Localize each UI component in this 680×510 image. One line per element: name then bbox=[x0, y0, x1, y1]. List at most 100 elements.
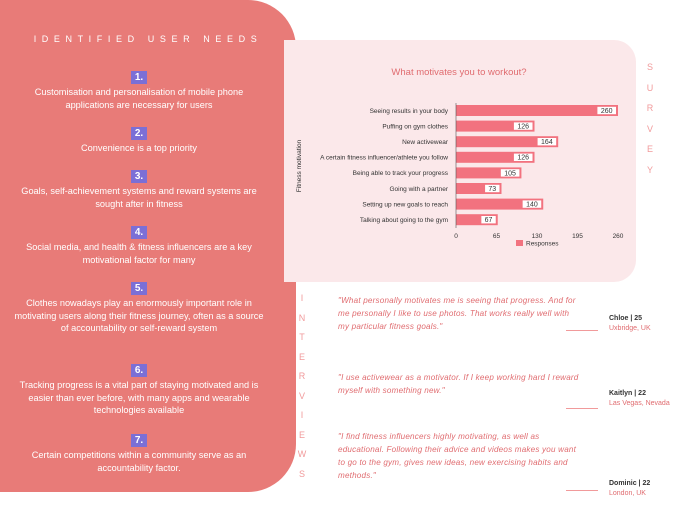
bar bbox=[456, 120, 535, 132]
bar bbox=[456, 136, 559, 148]
quote-underline bbox=[566, 330, 598, 331]
need-number: 5. bbox=[130, 282, 148, 295]
need-text: Social media, and health & fitness influ… bbox=[26, 242, 252, 265]
bar-value-bg bbox=[500, 169, 520, 177]
interview-quote-3: "I find fitness influencers highly motiv… bbox=[338, 432, 577, 480]
category-label: Puffing on gym clothes bbox=[382, 123, 448, 130]
x-tick-label: 0 bbox=[454, 233, 458, 240]
bar-value-label: 164 bbox=[541, 139, 553, 146]
category-label: Setting up new goals to reach bbox=[362, 201, 448, 208]
need-item-5: 5. Clothes nowadays play an enormously i… bbox=[14, 278, 264, 335]
user-needs-title: IDENTIFIED USER NEEDS bbox=[33, 34, 263, 44]
interviews-letter: R bbox=[298, 371, 306, 381]
category-label: Seeing results in your body bbox=[370, 108, 449, 115]
interviewee-2: Kaitlyn | 22 Las Vegas, Nevada bbox=[609, 389, 670, 408]
bar-value-label: 140 bbox=[526, 202, 538, 209]
bar-value-bg bbox=[537, 138, 557, 146]
bar bbox=[456, 214, 498, 226]
category-label: Going with a partner bbox=[389, 186, 448, 193]
survey-letter: Y bbox=[646, 164, 653, 175]
need-item-6: 6. Tracking progress is a vital part of … bbox=[14, 360, 264, 417]
bar-value-label: 105 bbox=[504, 170, 516, 177]
interviewee-name: Dominic | 22 bbox=[609, 480, 651, 487]
bar bbox=[456, 151, 535, 163]
x-tick-label: 130 bbox=[532, 233, 543, 240]
interviewee-location: Uxbridge, UK bbox=[609, 324, 651, 332]
bar-value-label: 260 bbox=[601, 108, 613, 115]
x-tick-label: 65 bbox=[493, 233, 501, 240]
survey-letter: U bbox=[646, 82, 654, 93]
bar-value-label: 126 bbox=[517, 124, 529, 131]
chart-title: What motivates you to workout? bbox=[391, 67, 526, 78]
quote-underline bbox=[566, 408, 598, 409]
x-tick-label: 195 bbox=[572, 233, 583, 240]
need-item-3: 3. Goals, self-achievement systems and r… bbox=[14, 166, 264, 210]
category-label: A certain fitness influencer/athlete you… bbox=[320, 155, 448, 162]
need-text: Goals, self-achievement systems and rewa… bbox=[21, 186, 257, 209]
bar bbox=[456, 167, 522, 179]
interviewee-name: Chloe | 25 bbox=[609, 315, 643, 322]
bar bbox=[456, 105, 618, 116]
bar-value-bg bbox=[597, 106, 616, 115]
interviews-letter: T bbox=[299, 332, 305, 342]
legend-swatch bbox=[516, 240, 523, 246]
bar bbox=[456, 198, 544, 210]
need-number: 3. bbox=[130, 170, 148, 183]
need-text: Customisation and personalisation of mob… bbox=[34, 87, 244, 110]
interviewee-1: Chloe | 25 Uxbridge, UK bbox=[609, 314, 651, 333]
interviews-letter: W bbox=[297, 449, 307, 459]
interviewee-3: Dominic | 22 London, UK bbox=[609, 479, 650, 498]
interviewee-location: London, UK bbox=[609, 489, 646, 497]
category-label: Talking about going to the gym bbox=[360, 217, 448, 224]
need-number: 4. bbox=[130, 226, 148, 239]
survey-letter: E bbox=[646, 144, 653, 154]
chart-y-axis-label: Fitness motivation bbox=[296, 139, 303, 192]
chart-bars: Seeing results in your body 260 Puffing on… bbox=[320, 105, 618, 226]
bar-value-bg bbox=[481, 216, 496, 224]
interview-quote-1: "What personally motivates me is seeing … bbox=[338, 296, 576, 331]
survey-letter: S bbox=[646, 62, 653, 72]
need-item-4: 4. Social media, and health & fitness in… bbox=[14, 222, 264, 266]
bar-value-bg bbox=[513, 153, 533, 161]
bar-value-bg bbox=[485, 184, 500, 193]
need-text: Convenience is a top priority bbox=[81, 143, 197, 153]
motivation-bar-chart: What motivates you to workout? Fitness m… bbox=[296, 67, 624, 248]
category-label: Being able to track your progress bbox=[353, 170, 449, 177]
interviewee-location: Las Vegas, Nevada bbox=[609, 399, 670, 407]
need-item-1: 1. Customisation and personalisation of … bbox=[14, 67, 264, 111]
category-label: New activewear bbox=[402, 139, 449, 146]
need-number: 6. bbox=[130, 364, 148, 377]
chart-x-ticks: 0 65 130 195 260 bbox=[454, 233, 624, 240]
quote-underline bbox=[566, 490, 598, 491]
interviews-letter: I bbox=[300, 293, 304, 303]
x-tick-label: 260 bbox=[613, 233, 624, 240]
survey-letter: R bbox=[646, 103, 654, 113]
bar bbox=[456, 183, 502, 194]
bar-value-label: 73 bbox=[488, 186, 496, 193]
need-text: Tracking progress is a vital part of sta… bbox=[19, 380, 259, 416]
bar-value-label: 67 bbox=[485, 217, 493, 224]
interviews-letter: E bbox=[298, 351, 305, 362]
need-item-7: 7. Certain competitions within a communi… bbox=[14, 430, 264, 474]
survey-letter: V bbox=[646, 123, 653, 134]
interviews-letter: I bbox=[300, 410, 304, 420]
bar-value-bg bbox=[513, 122, 533, 130]
interviews-letter: E bbox=[298, 429, 305, 440]
interviews-letter: S bbox=[298, 468, 305, 479]
bar-value-label: 126 bbox=[517, 155, 529, 162]
need-item-2: 2. Convenience is a top priority bbox=[14, 123, 264, 155]
interviews-letter: V bbox=[298, 390, 305, 401]
user-needs-panel: IDENTIFIED USER NEEDS 1. Customisation a… bbox=[0, 0, 296, 492]
survey-chart-card: What motivates you to workout? Fitness m… bbox=[284, 40, 636, 282]
need-number: 7. bbox=[130, 434, 148, 447]
need-text: Clothes nowadays play an enormously impo… bbox=[14, 298, 264, 334]
need-text: Certain competitions within a community … bbox=[31, 450, 247, 473]
need-number: 2. bbox=[130, 127, 148, 140]
need-number: 1. bbox=[130, 71, 148, 84]
bar-value-bg bbox=[522, 200, 542, 208]
interview-quote-2: "I use activewear as a motivator. If I k… bbox=[338, 373, 579, 395]
interviews-letter: N bbox=[298, 312, 306, 323]
interviewee-name: Kaitlyn | 22 bbox=[609, 390, 646, 397]
